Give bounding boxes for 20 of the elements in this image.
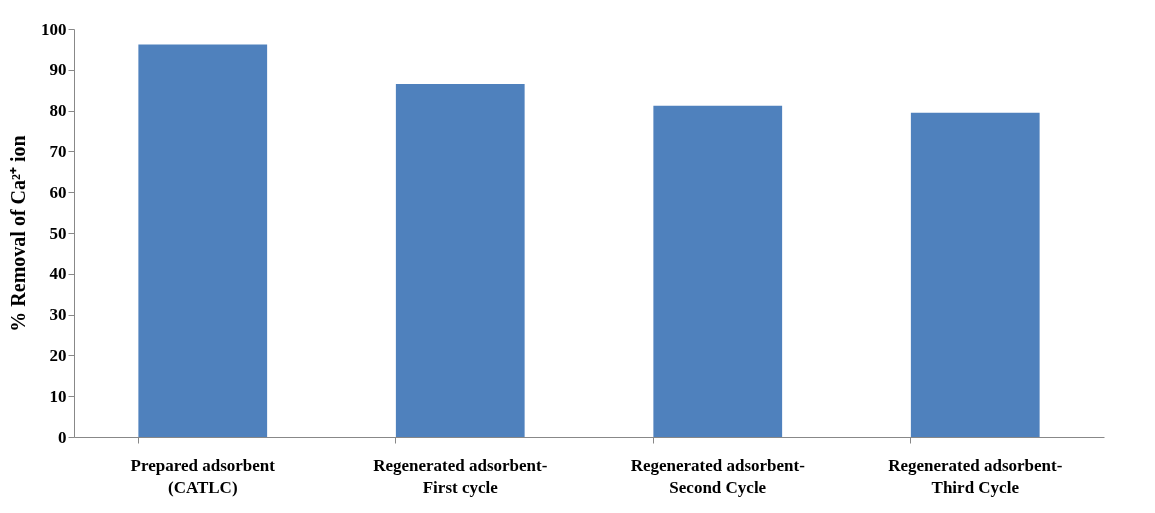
- x-tick-label: Prepared adsorbent (CATLC): [130, 455, 276, 497]
- y-tick-label: 10: [49, 386, 67, 406]
- y-tick-label: 40: [49, 264, 67, 284]
- bar: [653, 105, 783, 437]
- y-tick-label: 90: [49, 60, 67, 80]
- bar: [395, 84, 525, 437]
- y-tick-label: 70: [49, 141, 67, 161]
- y-axis-title: % Removal of Ca²⁺ ion: [7, 135, 29, 332]
- bar: [910, 112, 1040, 437]
- y-tick-label: 80: [49, 101, 67, 121]
- bar: [138, 44, 268, 437]
- y-tick-label: 20: [49, 345, 67, 365]
- x-tick-label: Regenerated adsorbent- Third Cycle: [888, 455, 1063, 497]
- y-tick-label: 30: [49, 305, 67, 325]
- y-tick-label: 100: [41, 19, 67, 39]
- x-tick-label: Regenerated adsorbent- First cycle: [373, 455, 548, 497]
- x-tick-label: Regenerated adsorbent- Second Cycle: [630, 455, 806, 497]
- y-tick-label: 50: [49, 223, 67, 243]
- y-tick-label: 0: [58, 427, 67, 447]
- y-tick-label: 60: [49, 182, 67, 202]
